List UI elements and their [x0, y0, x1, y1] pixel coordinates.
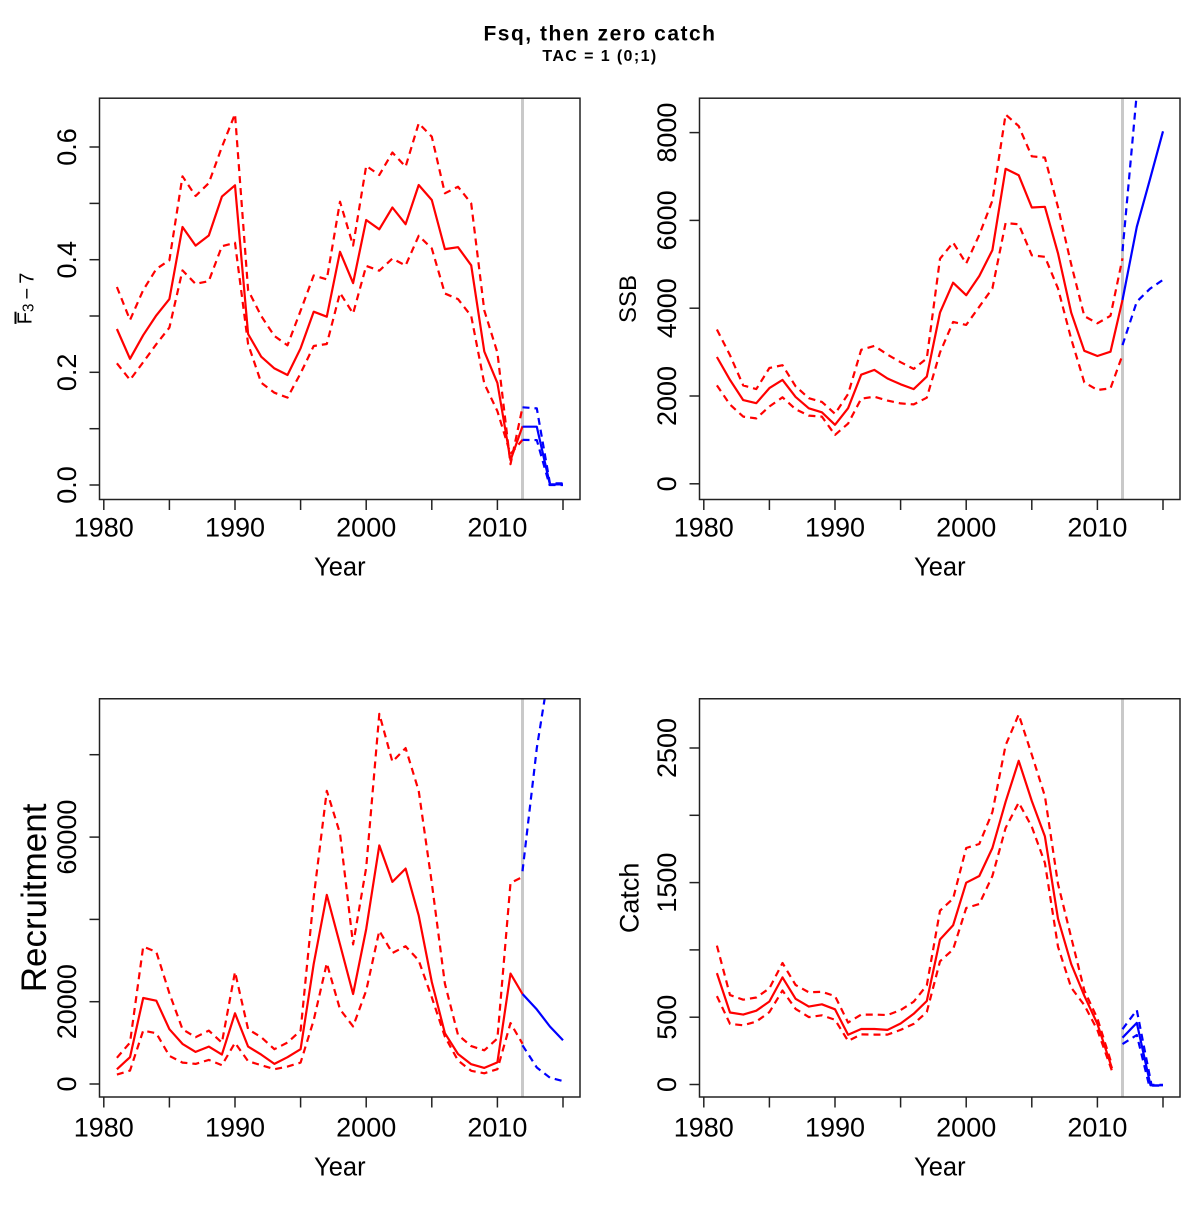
- svg-text:Fsq, then zero catch: Fsq, then zero catch: [483, 22, 716, 45]
- svg-text:0: 0: [52, 1076, 82, 1091]
- svg-text:Catch: Catch: [615, 863, 645, 934]
- svg-text:6000: 6000: [652, 190, 682, 250]
- svg-text:2000: 2000: [936, 1113, 996, 1143]
- svg-text:4000: 4000: [652, 278, 682, 338]
- svg-text:Year: Year: [314, 553, 366, 581]
- svg-text:1980: 1980: [674, 513, 734, 543]
- svg-text:2010: 2010: [1067, 513, 1127, 543]
- svg-text:0.2: 0.2: [52, 354, 82, 392]
- svg-text:F3−7: F3−7: [15, 273, 39, 325]
- svg-text:20000: 20000: [52, 964, 82, 1039]
- svg-text:Year: Year: [314, 1153, 366, 1181]
- svg-text:2000: 2000: [652, 366, 682, 426]
- svg-text:Year: Year: [914, 1153, 966, 1181]
- svg-text:0: 0: [652, 1077, 682, 1092]
- svg-text:2000: 2000: [936, 513, 996, 543]
- svg-text:2010: 2010: [467, 1113, 527, 1143]
- svg-text:60000: 60000: [52, 800, 82, 875]
- svg-text:0.0: 0.0: [52, 466, 82, 504]
- svg-text:TAC = 1 (0;1): TAC = 1 (0;1): [542, 48, 657, 65]
- svg-text:1980: 1980: [74, 513, 134, 543]
- svg-text:1990: 1990: [805, 513, 865, 543]
- svg-text:0: 0: [652, 476, 682, 491]
- svg-text:1500: 1500: [652, 853, 682, 913]
- svg-text:2010: 2010: [467, 513, 527, 543]
- svg-text:1990: 1990: [205, 513, 265, 543]
- svg-text:2010: 2010: [1067, 1113, 1127, 1143]
- svg-text:Year: Year: [914, 553, 966, 581]
- svg-text:2500: 2500: [652, 718, 682, 778]
- svg-text:0.4: 0.4: [52, 241, 82, 279]
- svg-text:500: 500: [652, 995, 682, 1040]
- svg-text:8000: 8000: [652, 103, 682, 163]
- svg-text:0.6: 0.6: [52, 128, 82, 166]
- svg-text:Recruitment: Recruitment: [15, 803, 54, 992]
- svg-text:1990: 1990: [805, 1113, 865, 1143]
- svg-text:SSB: SSB: [615, 275, 642, 323]
- svg-text:1980: 1980: [74, 1113, 134, 1143]
- svg-text:1980: 1980: [674, 1113, 734, 1143]
- svg-text:2000: 2000: [336, 513, 396, 543]
- svg-text:1990: 1990: [205, 1113, 265, 1143]
- svg-text:2000: 2000: [336, 1113, 396, 1143]
